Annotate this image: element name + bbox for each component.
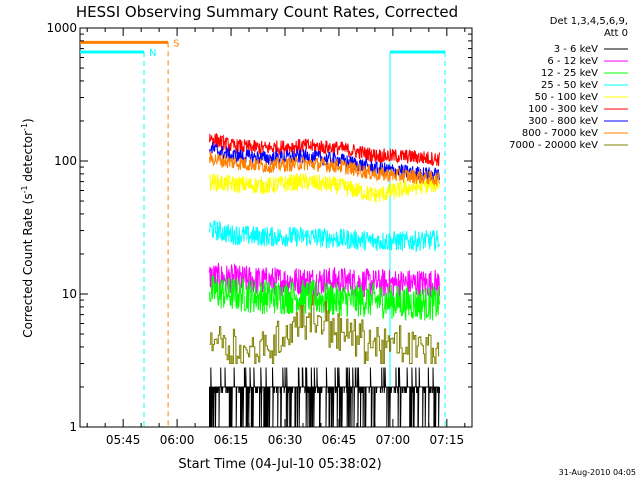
legend-entry-label: 100 - 300 keV — [528, 104, 598, 115]
series-line — [209, 220, 440, 253]
y-tick-label: 1 — [69, 420, 77, 434]
x-tick-label: 06:00 — [160, 433, 195, 447]
y-axis-label-suffix: ) — [21, 118, 35, 123]
flag-label: S — [173, 38, 179, 49]
series-6-12kev — [209, 262, 440, 299]
legend-entry-label: 300 - 800 keV — [528, 116, 598, 127]
y-axis-label-sup2: -1 — [20, 123, 29, 131]
y-axis-label-mid: detector — [21, 131, 35, 186]
series-300-800kev — [209, 142, 440, 183]
plot-area — [79, 27, 473, 428]
series-line — [209, 262, 440, 299]
series-line — [209, 172, 440, 204]
series-50-100kev — [209, 172, 440, 204]
legend-header: Det 1,3,4,5,6,9, — [550, 16, 628, 27]
legend-entry-label: 25 - 50 keV — [541, 80, 598, 91]
legend-header: Att 0 — [604, 28, 628, 39]
series-line — [209, 133, 440, 167]
series-7000-20000kev — [209, 294, 440, 364]
timestamp: 31-Aug-2010 04:05 — [559, 468, 636, 477]
y-tick-label: 100 — [54, 154, 77, 168]
series-100-300kev — [209, 133, 440, 167]
legend-entry-label: 12 - 25 keV — [541, 68, 598, 79]
series-12-25kev — [209, 274, 440, 321]
series-25-50kev — [209, 220, 440, 253]
legend-entry-label: 7000 - 20000 keV — [509, 140, 598, 151]
series-line — [209, 149, 440, 187]
axes: 05:45 06:00 06:15 06:30 06:45 07:00 07:15 1 10 10… — [46, 21, 472, 447]
series-group — [209, 133, 440, 428]
series-line — [209, 294, 440, 364]
chart-title: HESSI Observing Summary Count Rates, Cor… — [76, 3, 458, 21]
flag-s: S — [80, 38, 179, 427]
x-tick-label: 07:15 — [430, 433, 465, 447]
x-tick-label: 06:45 — [322, 433, 357, 447]
legend-entry-label: 50 - 100 keV — [535, 92, 599, 103]
y-tick-label: 10 — [62, 287, 77, 301]
y-axis-label-sup1: -1 — [20, 185, 29, 193]
x-axis-label: Start Time (04-Jul-10 05:38:02) — [178, 457, 381, 472]
series-line — [209, 274, 440, 321]
plot-frame — [79, 27, 473, 428]
series-800-7000kev — [209, 149, 440, 187]
y-axis-label: Corrected Count Rate (s-1 detector-1) — [20, 118, 35, 337]
legend-entry-label: 3 - 6 keV — [554, 44, 598, 55]
y-axis-label-prefix: Corrected Count Rate (s — [21, 193, 35, 337]
flag-label: N — [149, 48, 156, 59]
x-tick-label: 07:00 — [376, 433, 411, 447]
series-line — [209, 142, 440, 183]
x-tick-label: 06:15 — [214, 433, 249, 447]
x-tick-label: 06:30 — [268, 433, 303, 447]
series-line — [209, 367, 440, 428]
legend-entry-label: 6 - 12 keV — [547, 56, 598, 67]
series-3-6kev — [209, 367, 440, 428]
y-tick-label: 1000 — [46, 21, 77, 35]
legend-entry-label: 800 - 7000 keV — [522, 128, 598, 139]
x-tick-label: 05:45 — [106, 433, 141, 447]
